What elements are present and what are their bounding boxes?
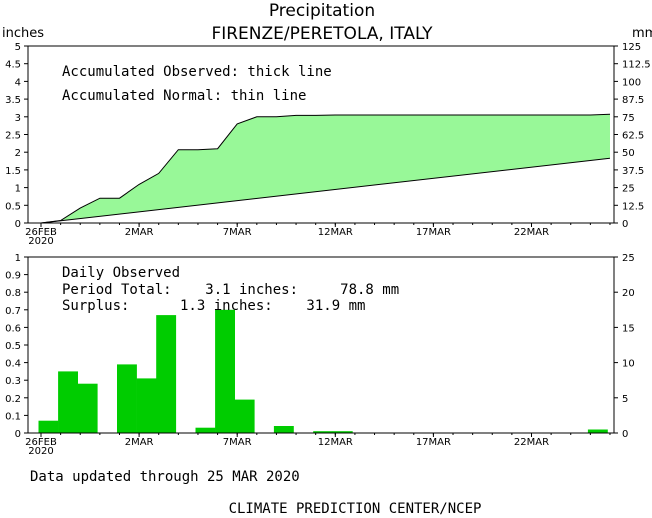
top-y-right-tick-label: 12.5 [622,201,644,212]
daily-bar [273,426,294,433]
bottom-x-tick-label: 17MAR [416,437,451,448]
top-y-tick-label: 1 [15,184,21,195]
bottom-y-tick-label: 0.8 [5,288,21,299]
credit-note: CLIMATE PREDICTION CENTER/NCEP [229,501,482,517]
bottom-y-tick-label: 0.6 [5,323,21,334]
top-y-tick-label: 2 [15,148,21,159]
bottom-y-tick-label: 0.4 [5,359,21,370]
top-x-tick-label: 26FEB [25,227,57,238]
data-updated-note: Data updated through 25 MAR 2020 [30,469,300,485]
chart-subtitle: FIRENZE/PERETOLA, ITALY [211,24,433,44]
bottom-x-tick-label: 26FEB [25,437,57,448]
bottom-y-right-tick-label: 15 [622,323,635,334]
daily-bar [587,429,608,433]
daily-bar [313,431,334,433]
top-y-right-tick-label: 50 [622,148,635,159]
daily-bar [195,427,216,433]
top-y-right-tick-label: 62.5 [622,131,644,142]
bottom-y-right-tick-label: 0 [622,429,628,440]
top-x-tick-label: 17MAR [416,227,451,238]
top-y-tick-label: 3 [15,113,21,124]
top-x-tick-label: 22MAR [514,227,549,238]
bottom-y-tick-label: 1 [15,253,21,264]
accumulated-normal-note: Accumulated Normal: thin line [62,88,306,104]
bottom-y-tick-label: 0 [15,429,21,440]
bottom-y-right-tick-label: 5 [622,394,628,405]
top-y-right-tick-label: 100 [622,77,641,88]
daily-panel: 00.10.20.30.40.50.60.70.80.9105101520252… [5,253,635,457]
daily-observed-note: Daily Observed [62,265,180,281]
bottom-y-tick-label: 0.5 [5,341,21,352]
chart-title: Precipitation [269,1,375,21]
top-x-tick-label: 12MAR [318,227,353,238]
accumulated-panel: 00.511.522.533.544.55012.52537.55062.575… [5,42,651,247]
accumulated-observed-note: Accumulated Observed: thick line [62,64,332,80]
top-y-tick-label: 3.5 [5,95,21,106]
bottom-y-right-tick-label: 10 [622,359,635,370]
top-y-right-tick-label: 75 [622,113,635,124]
right-unit-label: mm [632,26,652,41]
top-x-tick-label: 2MAR [125,227,154,238]
top-y-tick-label: 2.5 [5,131,21,142]
daily-bar [117,364,137,433]
top-y-tick-label: 0.5 [5,201,21,212]
top-y-right-tick-label: 37.5 [622,166,644,177]
bottom-x-tick-label: 7MAR [223,437,252,448]
daily-bar [332,431,353,433]
top-y-tick-label: 4 [15,77,21,88]
top-y-right-tick-label: 125 [622,42,641,53]
top-y-right-tick-label: 112.5 [622,60,651,71]
period-total-note: Period Total: 3.1 inches: 78.8 mm [62,282,399,298]
daily-bar [234,399,255,433]
accumulated-observed-line [40,113,611,224]
daily-bar [38,420,59,433]
bottom-x-tick-label: 22MAR [514,437,549,448]
bottom-x-tick-label: 2MAR [125,437,154,448]
top-y-tick-label: 1.5 [5,166,21,177]
top-y-tick-label: 5 [15,42,21,53]
top-y-right-tick-label: 25 [622,184,635,195]
bottom-x-tick-label: 12MAR [318,437,353,448]
top-y-tick-label: 4.5 [5,60,21,71]
daily-bar [215,309,235,433]
accumulated-area-fill [41,114,610,223]
surplus-note: Surplus: 1.3 inches: 31.9 mm [62,298,365,314]
top-x-tick-label: 7MAR [223,227,252,238]
top-y-right-tick-label: 87.5 [622,95,644,106]
daily-bar [58,371,78,433]
bottom-y-tick-label: 0.7 [5,306,21,317]
left-unit-label: inches [2,26,44,41]
bottom-x-tick-sublabel: 2020 [28,446,53,457]
bottom-y-tick-label: 0.1 [5,411,21,422]
top-y-right-tick-label: 0 [622,219,628,230]
daily-bar [136,378,157,433]
bottom-y-tick-label: 0.3 [5,376,21,387]
daily-bar [77,383,98,433]
top-y-tick-label: 0 [15,219,21,230]
bottom-y-right-tick-label: 25 [622,253,635,264]
bottom-y-right-tick-label: 20 [622,288,635,299]
top-x-tick-sublabel: 2020 [28,236,53,247]
daily-bar [156,315,177,433]
accumulated-normal-line [40,157,611,224]
bottom-y-tick-label: 0.2 [5,394,21,405]
bottom-y-tick-label: 0.9 [5,271,21,282]
